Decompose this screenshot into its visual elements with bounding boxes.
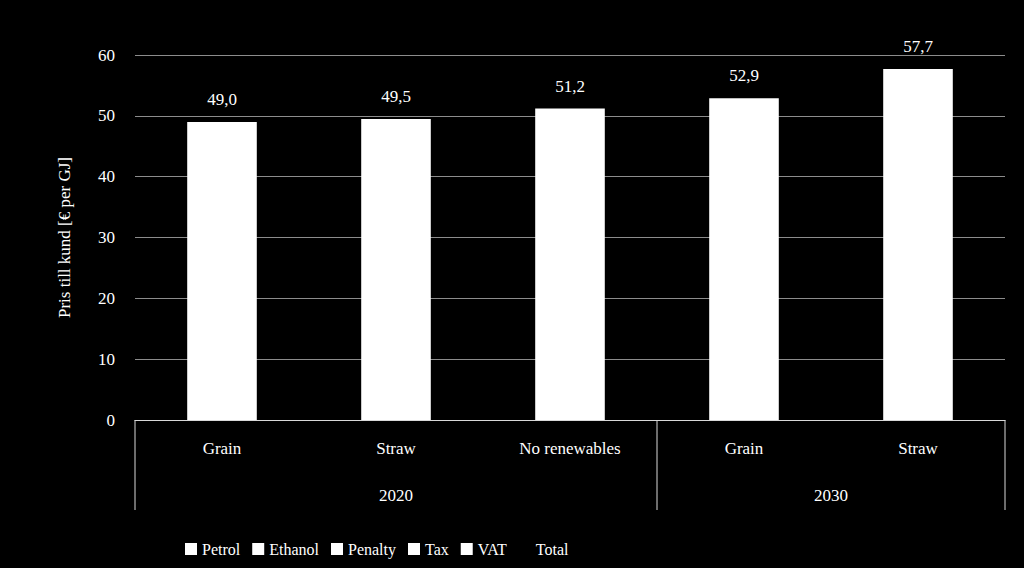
svg-text:Total: Total	[536, 541, 569, 558]
svg-text:Straw: Straw	[898, 439, 938, 458]
svg-text:49,5: 49,5	[381, 87, 411, 106]
svg-text:0: 0	[107, 411, 116, 430]
svg-text:Grain: Grain	[725, 439, 764, 458]
svg-text:60: 60	[98, 46, 115, 65]
svg-text:20: 20	[98, 289, 115, 308]
svg-text:52,9: 52,9	[729, 66, 759, 85]
svg-text:Grain: Grain	[203, 439, 242, 458]
svg-text:40: 40	[98, 167, 115, 186]
svg-text:Tax: Tax	[425, 541, 449, 558]
svg-text:Petrol: Petrol	[202, 541, 241, 558]
svg-text:Ethanol: Ethanol	[269, 541, 319, 558]
svg-text:57,7: 57,7	[903, 37, 933, 56]
svg-text:VAT: VAT	[478, 541, 507, 558]
svg-text:Pris till kund [€ per GJ]: Pris till kund [€ per GJ]	[55, 157, 74, 318]
svg-text:2030: 2030	[814, 486, 848, 505]
svg-text:51,2: 51,2	[555, 77, 585, 96]
svg-text:50: 50	[98, 106, 115, 125]
svg-text:Penalty: Penalty	[348, 541, 396, 559]
svg-text:10: 10	[98, 350, 115, 369]
svg-text:30: 30	[98, 228, 115, 247]
svg-text:2020: 2020	[379, 486, 413, 505]
svg-text:Straw: Straw	[376, 439, 416, 458]
svg-text:No renewables: No renewables	[519, 439, 621, 458]
svg-text:49,0: 49,0	[207, 90, 237, 109]
